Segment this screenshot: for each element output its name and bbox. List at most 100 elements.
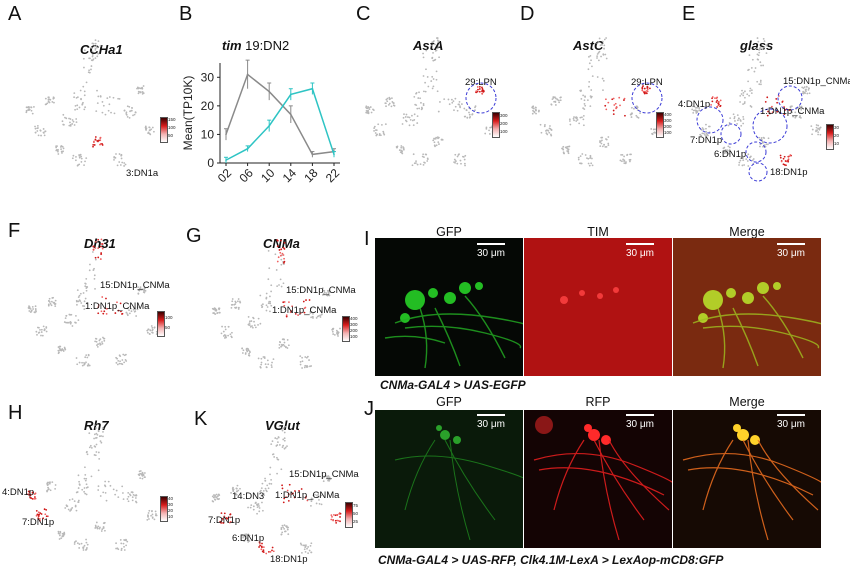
tsne-point (742, 156, 745, 159)
tsne-point (128, 305, 131, 308)
tsne-point (123, 545, 125, 548)
tsne-point (290, 493, 293, 496)
tsne-point (332, 519, 335, 522)
tsne-point (227, 325, 230, 328)
tsne-point (88, 432, 91, 435)
tsne-point (279, 341, 282, 344)
tsne-point (260, 357, 263, 360)
tsne-point (75, 314, 77, 317)
tsne-point (537, 110, 540, 113)
tsne-point (815, 129, 818, 132)
tsne-point (102, 104, 105, 107)
tsne-point (73, 500, 76, 503)
tsne-point (120, 542, 123, 545)
tsne-point (724, 150, 726, 153)
tsne-point (475, 90, 478, 93)
tsne-point (281, 446, 284, 449)
tsne-point (763, 40, 766, 43)
tsne-point (327, 476, 329, 478)
tsne-point (71, 325, 74, 327)
tsne-point (125, 111, 128, 114)
colorbar (160, 496, 168, 522)
tsne-point (86, 543, 89, 546)
tsne-point (89, 263, 91, 266)
tsne-point (108, 103, 111, 106)
tsne-point (271, 440, 274, 443)
tsne-point (114, 157, 117, 159)
tsne-point (132, 114, 134, 117)
tsne-point (433, 137, 436, 140)
tsne-point (130, 307, 132, 310)
tsne-point (76, 491, 79, 493)
colorbar-tick: 20 (168, 508, 174, 513)
gene-title-cnma: CNMa (263, 236, 300, 251)
tsne-point (59, 348, 62, 351)
tsne-point (31, 305, 34, 308)
tsne-point (57, 352, 60, 355)
tsne-point (270, 479, 273, 481)
tsne-point (224, 325, 227, 328)
tsne-point (318, 502, 321, 505)
highlight-circle (720, 123, 742, 145)
image-title-gfp: GFP (436, 225, 462, 239)
tsne-point (288, 301, 290, 304)
panel-letter-d: D (520, 3, 535, 25)
tsne-point (321, 477, 324, 480)
tsne-point (46, 102, 49, 105)
tsne-point (47, 486, 49, 489)
tsne-point (91, 54, 94, 56)
tsne-point (37, 511, 40, 514)
tsne-point (798, 111, 801, 114)
tsne-point (123, 165, 125, 167)
tsne-point (85, 302, 88, 304)
image-merge-j (673, 410, 821, 558)
tsne-point (600, 55, 602, 58)
tsne-point (436, 90, 439, 93)
tsne-point (108, 96, 111, 98)
tsne-point (273, 456, 276, 458)
tsne-point (326, 294, 328, 297)
tsne-point (278, 425, 281, 428)
panel-letter-e: E (682, 3, 696, 25)
tsne-point (623, 99, 625, 101)
tsne-point (141, 288, 144, 291)
tsne-point (153, 326, 156, 329)
tsne-point (763, 46, 766, 49)
tsne-point (304, 356, 307, 358)
tsne-point (596, 42, 599, 45)
tsne-point (104, 113, 107, 116)
tsne-point (239, 487, 241, 490)
tsne-point (707, 125, 710, 128)
tsne-point (711, 100, 714, 103)
tsne-point (50, 300, 53, 303)
tsne-point (282, 444, 285, 447)
tsne-point (230, 307, 233, 309)
tsne-point (59, 530, 62, 533)
tsne-point (336, 330, 339, 333)
tsne-point (293, 496, 296, 499)
tsne-point (717, 100, 720, 103)
tsne-point (135, 315, 138, 317)
tsne-point (722, 147, 725, 150)
tsne-point (281, 252, 284, 255)
tsne-point (78, 480, 80, 483)
tsne-point (60, 148, 62, 151)
tsne-point (535, 112, 537, 115)
tsne-point (154, 510, 157, 513)
tsne-point (466, 116, 469, 119)
tsne-point (581, 116, 583, 119)
tsne-point (120, 547, 123, 550)
colorbar (345, 502, 353, 528)
tsne-point (579, 162, 581, 165)
tsne-point (422, 56, 425, 59)
tsne-point (566, 145, 569, 148)
tsne-point (116, 164, 119, 167)
tsne-point (94, 337, 97, 340)
tsne-point (254, 502, 257, 505)
tsne-point (767, 110, 769, 113)
tsne-point (87, 364, 90, 367)
tsne-point (304, 545, 307, 548)
tsne-point (325, 477, 328, 480)
tsne-point (401, 152, 404, 155)
tsne-point (454, 160, 457, 163)
